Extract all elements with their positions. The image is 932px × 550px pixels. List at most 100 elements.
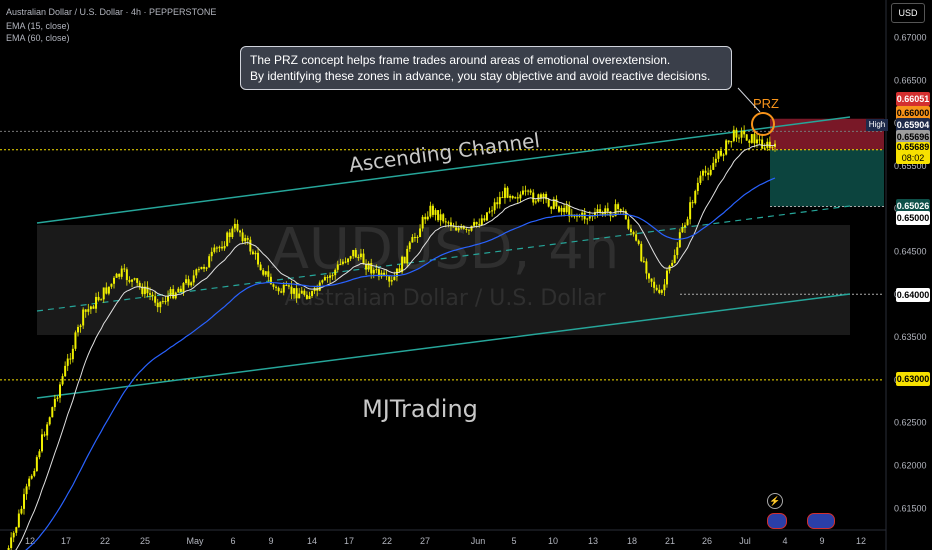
candle-body [694, 191, 697, 204]
candle-body [599, 209, 602, 213]
level-64-tag: 0.64000 [896, 288, 930, 302]
candle-body [326, 277, 329, 279]
candle-body [267, 271, 270, 277]
candle-body [768, 141, 771, 148]
candle-body [33, 471, 36, 476]
candle-body [678, 232, 681, 248]
candle-body [701, 170, 704, 176]
candle-body [534, 201, 537, 203]
candle-body [732, 129, 735, 142]
time-axis-label: 4 [782, 536, 787, 546]
candle-body [655, 287, 658, 290]
take-profit-zone [770, 149, 884, 207]
candle-body [516, 197, 519, 199]
economic-event-icon[interactable] [767, 513, 787, 529]
candle-body [59, 384, 62, 398]
candle-body [619, 209, 622, 212]
candle-body [411, 237, 414, 243]
candle-body [465, 228, 468, 230]
candle-body [581, 212, 584, 217]
candle-body [434, 210, 437, 215]
candle-body [46, 424, 49, 436]
currency-button[interactable]: USD [891, 3, 925, 23]
candle-body [542, 194, 545, 199]
candle-body [483, 218, 486, 221]
ema-15-legend[interactable]: EMA (15, close) [6, 21, 70, 31]
candle-body [331, 275, 334, 277]
candle-body [241, 232, 244, 242]
candle-body [344, 261, 347, 263]
stop-loss-zone [770, 118, 884, 150]
candle-body [488, 211, 491, 213]
candle-body [550, 206, 553, 209]
candle-body [254, 252, 257, 255]
candle-body [447, 222, 450, 224]
candle-body [138, 282, 141, 287]
candle-body [228, 232, 231, 238]
price-axis-label: 0.65500 [894, 161, 927, 171]
candle-body [377, 269, 380, 277]
candle-body [419, 228, 422, 238]
candle-body [300, 290, 303, 294]
candle-body [264, 271, 267, 275]
economic-events-icon[interactable] [807, 513, 835, 529]
lightning-icon[interactable]: ⚡ [767, 493, 783, 509]
candle-body [632, 232, 635, 235]
candle-body [503, 187, 506, 198]
candle-body [246, 238, 249, 240]
candle-body [761, 139, 764, 149]
candle-body [560, 207, 563, 212]
candle-body [15, 527, 18, 533]
price-axis-label: 0.63500 [894, 332, 927, 342]
candle-body [431, 205, 434, 215]
candle-body [56, 397, 59, 399]
candle-body [161, 301, 164, 303]
candle-body [367, 263, 370, 270]
candle-body [524, 190, 527, 192]
candle-body [457, 228, 460, 231]
previous-price-tag: 0.65696 [896, 130, 930, 144]
candle-body [164, 301, 167, 303]
time-axis-label: 25 [140, 536, 150, 546]
candle-body [475, 222, 478, 225]
candle-body [233, 223, 236, 229]
candle-body [660, 290, 663, 293]
candle-body [470, 225, 473, 231]
time-axis-label: 18 [627, 536, 637, 546]
candle-body [403, 256, 406, 264]
candle-body [722, 154, 725, 156]
candle-body [323, 277, 326, 281]
price-axis-label: 0.61500 [894, 503, 927, 513]
candle-body [614, 204, 617, 217]
candle-body [298, 293, 301, 299]
candle-body [43, 434, 46, 436]
candle-body [650, 278, 653, 282]
candle-body [84, 309, 87, 312]
candle-body [329, 275, 332, 278]
time-axis-label: 12 [25, 536, 35, 546]
candle-body [146, 286, 149, 294]
candle-body [532, 192, 535, 203]
time-axis-label: 14 [307, 536, 317, 546]
candle-body [321, 280, 324, 283]
candle-body [727, 140, 730, 143]
candle-body [197, 269, 200, 271]
candle-body [69, 358, 72, 360]
candle-body [686, 219, 689, 226]
candle-body [239, 230, 242, 233]
candle-body [496, 202, 499, 205]
candle-body [285, 284, 288, 286]
candle-body [426, 216, 429, 220]
price-axis-label: 0.64500 [894, 247, 927, 257]
time-axis-label: 5 [511, 536, 516, 546]
candle-body [365, 264, 368, 270]
candle-body [210, 251, 213, 257]
candle-body [439, 214, 442, 221]
candle-body [48, 417, 51, 425]
candle-body [527, 190, 530, 192]
ema-60-legend[interactable]: EMA (60, close) [6, 33, 70, 43]
candle-body [725, 140, 728, 155]
candle-body [280, 291, 283, 293]
author-label: MJTrading [362, 395, 478, 423]
